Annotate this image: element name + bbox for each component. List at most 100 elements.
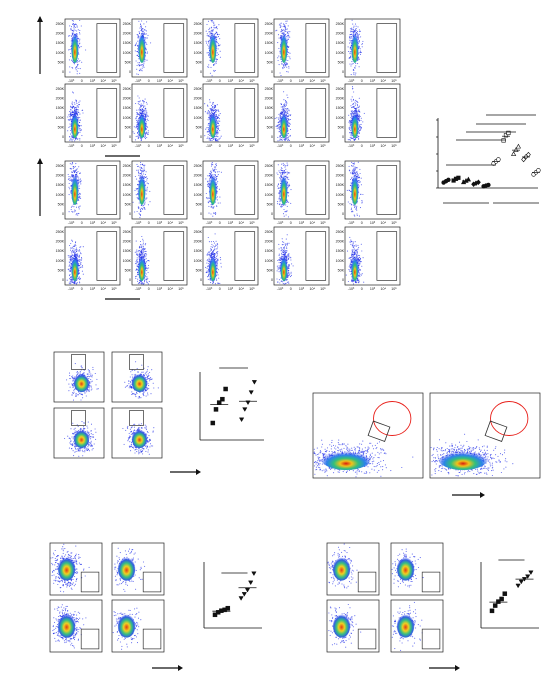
event-dot (140, 164, 142, 166)
event-dot (138, 104, 140, 106)
event-dot (358, 40, 360, 42)
event-dot (351, 27, 353, 29)
event-dot (280, 56, 282, 58)
event-dot (79, 47, 81, 49)
flow-plot-a-adult-pps14-d1 (131, 83, 188, 143)
event-dot (71, 281, 73, 283)
event-dot (76, 282, 78, 284)
event-dot (285, 204, 287, 206)
event-dot (145, 108, 147, 110)
y-tick-label: 250K (123, 87, 132, 91)
event-dot (353, 138, 355, 140)
event-dot (216, 199, 218, 201)
event-dot (362, 40, 364, 42)
event-dot (279, 50, 281, 52)
y-tick-label: 200K (56, 174, 65, 178)
event-dot (352, 69, 354, 71)
event-dot (139, 216, 141, 218)
event-dot (284, 100, 287, 102)
event-dot (71, 205, 73, 207)
event-dot (283, 91, 285, 93)
x-tick-label: 0 (219, 79, 221, 83)
event-dot (283, 138, 285, 141)
event-dot (354, 99, 356, 101)
event-dot (359, 207, 362, 209)
event-dot (69, 188, 71, 190)
event-dot (285, 214, 287, 216)
x-tick-label: 10⁴ (380, 144, 386, 148)
event-dot (354, 23, 357, 25)
event-dot (78, 177, 80, 179)
event-dot (207, 175, 209, 177)
event-dot (144, 59, 146, 61)
gate-box (305, 23, 327, 73)
event-dot (136, 163, 138, 165)
event-dot (136, 210, 138, 213)
event-dot (76, 70, 78, 72)
event-dot (137, 73, 139, 75)
event-dot (79, 181, 82, 183)
y-tick-label: 200K (123, 174, 132, 178)
event-dot (145, 42, 147, 44)
event-dot (70, 176, 72, 178)
x-tick-label: 10³ (370, 221, 376, 225)
event-dot (218, 114, 220, 117)
event-dot (73, 281, 76, 283)
event-dot (358, 181, 360, 183)
event-dot (209, 200, 211, 202)
event-dot (283, 99, 285, 101)
event-dot (288, 201, 290, 203)
event-dot (219, 137, 221, 139)
event-dot (73, 23, 75, 25)
event-dot (278, 24, 280, 26)
event-dot (74, 138, 76, 140)
flow-plot-a-adult-fmo-d3 (273, 18, 330, 78)
event-dot (76, 66, 78, 68)
event-dot (79, 19, 81, 22)
event-dot (217, 180, 219, 182)
event-dot (218, 188, 220, 190)
event-dot (277, 187, 279, 189)
event-dot (68, 275, 71, 277)
event-dot (353, 25, 355, 27)
event-dot (349, 128, 351, 130)
density-core (280, 27, 288, 63)
event-dot (290, 202, 292, 204)
event-dot (358, 138, 360, 140)
x-tick-label: 10⁴ (167, 221, 173, 225)
event-dot (73, 102, 75, 104)
y-tick-label: 50K (125, 60, 132, 64)
event-dot (349, 42, 351, 44)
event-dot (349, 126, 351, 128)
y-tick-label: 250K (56, 164, 65, 168)
x-tick-label: 0 (81, 144, 83, 148)
event-dot (206, 52, 208, 54)
event-dot (277, 59, 279, 62)
event-dot (135, 127, 137, 129)
event-dot (136, 73, 138, 75)
event-dot (139, 215, 142, 217)
event-dot (220, 171, 222, 173)
event-dot (147, 133, 149, 135)
event-dot (142, 105, 144, 108)
y-tick-label: 200K (123, 32, 132, 36)
x-tick-label: 10³ (157, 144, 163, 148)
event-dot (214, 105, 216, 107)
event-dot (146, 114, 148, 116)
event-dot (349, 139, 351, 141)
event-dot (207, 181, 209, 183)
y-tick-label: 250K (123, 22, 132, 26)
event-dot (356, 214, 358, 216)
x-tick-label: -10³ (68, 144, 75, 148)
event-dot (358, 41, 360, 43)
event-dot (139, 70, 141, 72)
event-dot (77, 29, 79, 31)
y-tick-label: 0 (271, 135, 273, 139)
event-dot (217, 36, 220, 38)
event-dot (347, 50, 350, 53)
event-dot (349, 124, 351, 126)
event-dot (353, 91, 355, 93)
event-dot (215, 165, 218, 167)
event-dot (147, 34, 149, 36)
event-dot (216, 121, 218, 123)
